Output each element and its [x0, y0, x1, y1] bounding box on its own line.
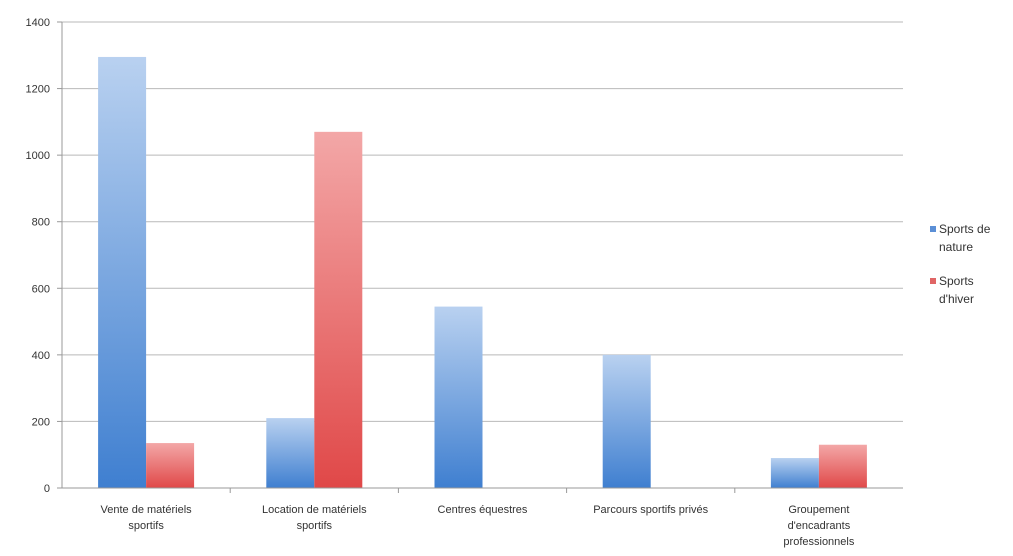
x-category-label: sportifs — [297, 520, 333, 532]
y-axis-ticks: 0 200 400 600 800 1000 1200 1400 — [26, 17, 50, 495]
legend-swatch-sports-nature — [930, 226, 936, 232]
bars — [98, 56, 867, 489]
legend-item-sports-hiver: Sports d'hiver — [930, 272, 1013, 308]
bar-sports-nature — [98, 56, 147, 488]
x-axis-labels: Vente de matériels sportifs Location de ma… — [101, 504, 855, 548]
x-category-label: Parcours sportifs privés — [593, 504, 708, 516]
x-category-label: sportifs — [128, 520, 164, 532]
bar-sports-hiver — [818, 444, 867, 488]
bar-sports-nature — [602, 354, 651, 488]
x-category-label: Centres équestres — [438, 504, 528, 516]
bar-sports-nature — [770, 458, 819, 488]
bar-sports-nature — [266, 418, 315, 488]
legend-label-line: Sports de — [939, 222, 991, 236]
y-tick-label: 600 — [32, 283, 50, 295]
axis-lines — [61, 22, 903, 493]
bar-sports-hiver — [314, 131, 363, 489]
legend-label-line: Sports — [939, 274, 974, 288]
x-category-label: professionnels — [783, 536, 854, 548]
legend: Sports de nature Sports d'hiver — [930, 220, 1013, 324]
bar-sports-nature — [434, 306, 483, 488]
legend-label-line: d'hiver — [939, 292, 974, 306]
bar-sports-hiver — [146, 443, 195, 488]
y-tick-label: 1000 — [26, 150, 50, 162]
y-tick-label: 0 — [44, 483, 50, 495]
y-tick-label: 800 — [32, 217, 50, 229]
x-category-label: Location de matériels — [262, 504, 367, 516]
y-tick-label: 400 — [32, 350, 50, 362]
gridlines — [57, 21, 903, 489]
legend-item-sports-nature: Sports de nature — [930, 220, 1013, 256]
legend-swatch-sports-hiver — [930, 278, 936, 284]
x-category-label: d'encadrants — [788, 520, 851, 532]
y-tick-label: 1200 — [26, 84, 50, 96]
x-category-label: Groupement — [788, 504, 849, 516]
y-tick-label: 1400 — [26, 17, 50, 29]
y-tick-label: 200 — [32, 416, 50, 428]
legend-label-line: nature — [939, 240, 974, 254]
x-category-label: Vente de matériels — [101, 504, 193, 516]
